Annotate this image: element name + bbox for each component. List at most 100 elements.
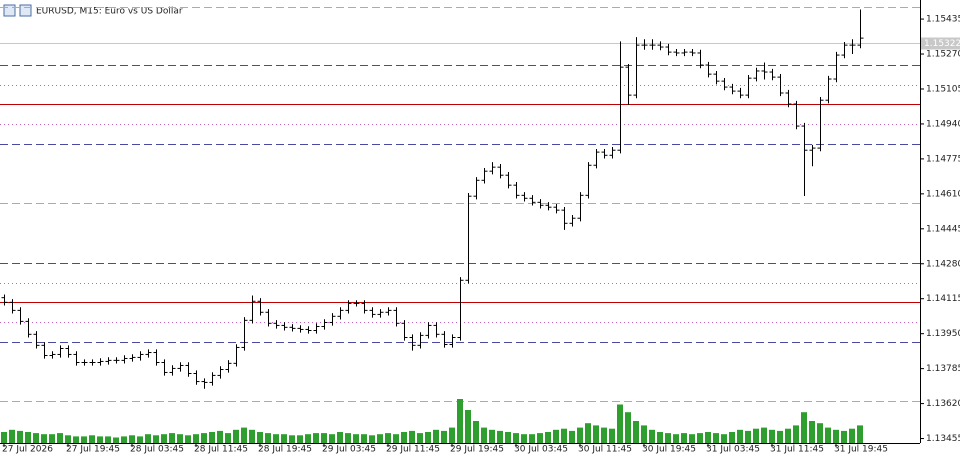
volume-bar (233, 429, 239, 443)
y-tick-label: 1.15105 (926, 84, 960, 94)
x-tick-label: 31 Jul 11:45 (770, 445, 824, 455)
volume-bar (41, 434, 47, 443)
volume-bar (457, 399, 463, 443)
volume-bar (265, 433, 271, 443)
volume-bar (729, 432, 735, 443)
volume-bar (505, 432, 511, 443)
x-tick-label: 27 Jul 2026 (2, 445, 53, 455)
volume-bar (681, 433, 687, 443)
volume-bar (177, 434, 183, 443)
volume-bar (217, 430, 223, 443)
volume-bar (857, 425, 863, 443)
volume-bar (673, 434, 679, 443)
y-tick-label: 1.15270 (926, 50, 960, 60)
x-tick-label: 28 Jul 19:45 (258, 445, 312, 455)
volume-bar (1, 432, 7, 443)
volume-bar (25, 432, 31, 443)
volume-bar (249, 429, 255, 443)
volume-bar (689, 434, 695, 443)
volume-bar (569, 430, 575, 443)
volume-bar (721, 434, 727, 443)
volume-bar (185, 435, 191, 443)
volume-bar (137, 436, 143, 443)
y-tick-label: 1.14940 (926, 119, 960, 129)
x-tick-label: 31 Jul 03:45 (706, 445, 760, 455)
volume-bar (321, 433, 327, 443)
x-tick-label: 30 Jul 19:45 (642, 445, 696, 455)
volume-bar (289, 435, 295, 443)
y-tick-label: 1.13950 (926, 329, 960, 339)
volume-bar (665, 433, 671, 443)
volume-bar (601, 427, 607, 443)
volume-bar (649, 429, 655, 443)
volume-bar (481, 427, 487, 443)
volume-bar (633, 421, 639, 443)
volume-bar (377, 434, 383, 443)
volume-bar (801, 412, 807, 443)
volume-bar (17, 430, 23, 443)
volume-bar (169, 433, 175, 443)
volume-bar (537, 433, 543, 443)
volume-bar (257, 432, 263, 443)
volume-bar (841, 430, 847, 443)
toolbar-icons[interactable] (3, 4, 32, 17)
y-tick-label: 1.15435 (926, 15, 960, 25)
volume-bar (489, 429, 495, 443)
x-tick-label: 28 Jul 11:45 (194, 445, 248, 455)
volume-bar (577, 427, 583, 443)
volume-bar (105, 436, 111, 443)
last-price-label: 1.15322 (924, 39, 960, 49)
volume-bar (521, 434, 527, 443)
volume-bar (793, 425, 799, 443)
y-tick-label: 1.14115 (926, 294, 960, 304)
volume-bar (817, 423, 823, 443)
volume-bar (225, 433, 231, 443)
x-tick-label: 29 Jul 11:45 (386, 445, 440, 455)
volume-bar (345, 433, 351, 443)
volume-bar (385, 433, 391, 443)
volume-bar (849, 428, 855, 443)
volume-bar (209, 432, 215, 443)
volume-bar (529, 434, 535, 443)
volume-bar (329, 434, 335, 443)
y-tick-label: 1.13455 (926, 434, 960, 444)
volume-bar (89, 435, 95, 443)
y-tick-label: 1.13620 (926, 399, 960, 409)
volume-bar (57, 433, 63, 443)
volume-bar (49, 434, 55, 443)
volume-bar (97, 436, 103, 443)
volume-bar (73, 436, 79, 443)
volume-bar (281, 434, 287, 443)
volume-bar (513, 433, 519, 443)
y-tick-label: 1.13785 (926, 364, 960, 374)
volume-bar (449, 427, 455, 443)
icon[interactable] (3, 4, 16, 17)
y-tick-label: 1.14445 (926, 224, 960, 234)
x-tick-label: 30 Jul 11:45 (578, 445, 632, 455)
volume-bar (401, 432, 407, 443)
volume-bar (145, 434, 151, 443)
volume-bar (201, 433, 207, 443)
volume-bar (161, 434, 167, 443)
chart-title: EURUSD, M15: Euro vs US Dollar (36, 7, 183, 17)
volume-bar (337, 432, 343, 443)
volume-bar (153, 435, 159, 443)
volume-bar (777, 430, 783, 443)
volume-bar (81, 436, 87, 443)
icon[interactable] (19, 4, 32, 17)
volume-bar (393, 434, 399, 443)
y-tick-label: 1.14775 (926, 154, 960, 164)
x-tick-label: 30 Jul 03:45 (514, 445, 568, 455)
x-tick-label: 28 Jul 03:45 (130, 445, 184, 455)
volume-bar (545, 432, 551, 443)
volume-bar (65, 435, 71, 443)
volume-bar (409, 430, 415, 443)
volume-bar (625, 412, 631, 443)
volume-bar (121, 436, 127, 443)
x-tick-label: 27 Jul 19:45 (66, 445, 120, 455)
volume-bar (361, 434, 367, 443)
volume-bar (705, 432, 711, 443)
volume-bar (697, 433, 703, 443)
